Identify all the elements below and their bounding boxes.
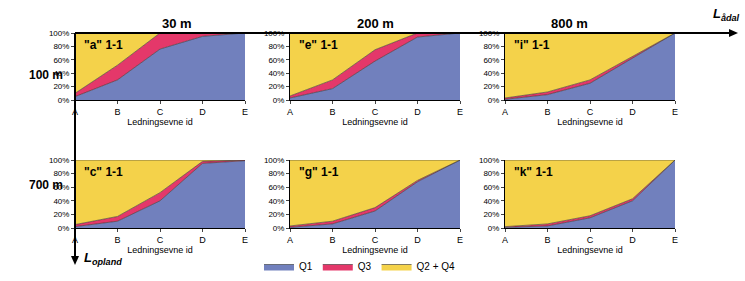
svg-text:100%: 100% [264, 156, 284, 165]
svg-text:C: C [157, 107, 164, 117]
svg-text:Ledningsevne id: Ledningsevne id [342, 117, 408, 127]
svg-text:C: C [587, 107, 594, 117]
svg-text:L​ådal​: L​ådal​ [713, 6, 740, 23]
svg-text:100 m: 100 m [29, 68, 63, 82]
svg-text:A: A [287, 235, 293, 245]
svg-text:40%: 40% [268, 197, 284, 206]
svg-text:E: E [457, 107, 463, 117]
svg-text:700 m: 700 m [29, 178, 63, 192]
svg-text:100%: 100% [49, 156, 69, 165]
svg-text:"a" 1-1: "a" 1-1 [84, 38, 123, 52]
svg-text:D: D [414, 235, 421, 245]
svg-text:Ledningsevne id: Ledningsevne id [557, 245, 623, 255]
svg-text:E: E [672, 107, 678, 117]
svg-text:E: E [242, 235, 248, 245]
svg-text:0%: 0% [488, 96, 500, 105]
svg-text:80%: 80% [483, 169, 499, 178]
svg-text:60%: 60% [268, 56, 284, 65]
svg-text:Q2 + Q4: Q2 + Q4 [417, 261, 456, 272]
svg-text:D: D [199, 107, 206, 117]
svg-text:60%: 60% [483, 183, 499, 192]
svg-text:D: D [414, 107, 421, 117]
svg-text:0%: 0% [58, 224, 70, 233]
svg-text:0%: 0% [273, 224, 285, 233]
svg-text:B: B [114, 107, 120, 117]
svg-text:B: B [544, 235, 550, 245]
svg-text:A: A [287, 107, 293, 117]
svg-text:Q1: Q1 [299, 261, 313, 272]
svg-text:C: C [157, 235, 164, 245]
svg-text:60%: 60% [483, 56, 499, 65]
svg-text:20%: 20% [483, 82, 499, 91]
svg-text:Ledningsevne id: Ledningsevne id [342, 245, 408, 255]
svg-text:40%: 40% [268, 69, 284, 78]
svg-text:100%: 100% [479, 156, 499, 165]
svg-text:800 m: 800 m [551, 16, 588, 31]
svg-text:20%: 20% [53, 82, 69, 91]
svg-text:C: C [372, 107, 379, 117]
svg-text:Ledningsevne id: Ledningsevne id [127, 117, 193, 127]
svg-text:100%: 100% [264, 29, 284, 38]
svg-text:"e" 1-1: "e" 1-1 [299, 38, 338, 52]
svg-text:Q3: Q3 [358, 261, 372, 272]
svg-text:Ledningsevne id: Ledningsevne id [557, 117, 623, 127]
svg-text:200 m: 200 m [357, 16, 394, 31]
svg-text:C: C [587, 235, 594, 245]
svg-text:B: B [544, 107, 550, 117]
svg-text:60%: 60% [268, 183, 284, 192]
svg-text:100%: 100% [49, 29, 69, 38]
svg-text:60%: 60% [53, 56, 69, 65]
svg-text:80%: 80% [268, 169, 284, 178]
svg-text:A: A [502, 107, 508, 117]
svg-text:D: D [629, 107, 636, 117]
svg-text:D: D [629, 235, 636, 245]
svg-text:40%: 40% [483, 69, 499, 78]
svg-text:"g" 1-1: "g" 1-1 [299, 165, 339, 179]
svg-text:"k" 1-1: "k" 1-1 [514, 165, 553, 179]
svg-text:0%: 0% [58, 96, 70, 105]
svg-text:30 m: 30 m [162, 16, 192, 31]
svg-text:E: E [457, 235, 463, 245]
svg-text:A: A [72, 235, 78, 245]
svg-text:40%: 40% [53, 69, 69, 78]
svg-text:20%: 20% [483, 210, 499, 219]
svg-text:"i" 1-1: "i" 1-1 [514, 38, 550, 52]
svg-text:D: D [199, 235, 206, 245]
svg-text:80%: 80% [53, 169, 69, 178]
svg-text:40%: 40% [53, 197, 69, 206]
svg-text:A: A [502, 235, 508, 245]
svg-text:20%: 20% [53, 210, 69, 219]
svg-text:A: A [72, 107, 78, 117]
svg-text:L​opland​: L​opland​ [84, 250, 122, 267]
svg-text:40%: 40% [483, 197, 499, 206]
svg-text:C: C [372, 235, 379, 245]
svg-text:E: E [242, 107, 248, 117]
svg-text:0%: 0% [273, 96, 285, 105]
svg-text:E: E [672, 235, 678, 245]
svg-text:0%: 0% [488, 224, 500, 233]
svg-text:60%: 60% [53, 183, 69, 192]
svg-text:B: B [329, 107, 335, 117]
svg-text:Ledningsevne id: Ledningsevne id [127, 245, 193, 255]
svg-text:B: B [114, 235, 120, 245]
svg-text:20%: 20% [268, 82, 284, 91]
svg-text:100%: 100% [479, 29, 499, 38]
svg-text:"c" 1-1: "c" 1-1 [84, 165, 123, 179]
svg-text:20%: 20% [268, 210, 284, 219]
svg-text:80%: 80% [53, 42, 69, 51]
svg-text:80%: 80% [268, 42, 284, 51]
svg-text:B: B [329, 235, 335, 245]
svg-text:80%: 80% [483, 42, 499, 51]
